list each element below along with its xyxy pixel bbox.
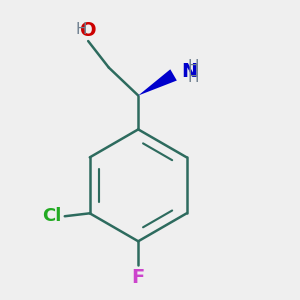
Text: Cl: Cl bbox=[42, 207, 62, 225]
Polygon shape bbox=[138, 69, 177, 95]
Text: H: H bbox=[188, 59, 199, 74]
Text: H: H bbox=[188, 70, 199, 85]
Text: O: O bbox=[80, 21, 97, 40]
Text: H: H bbox=[75, 22, 87, 37]
Text: N: N bbox=[181, 62, 197, 82]
Text: F: F bbox=[132, 268, 145, 287]
